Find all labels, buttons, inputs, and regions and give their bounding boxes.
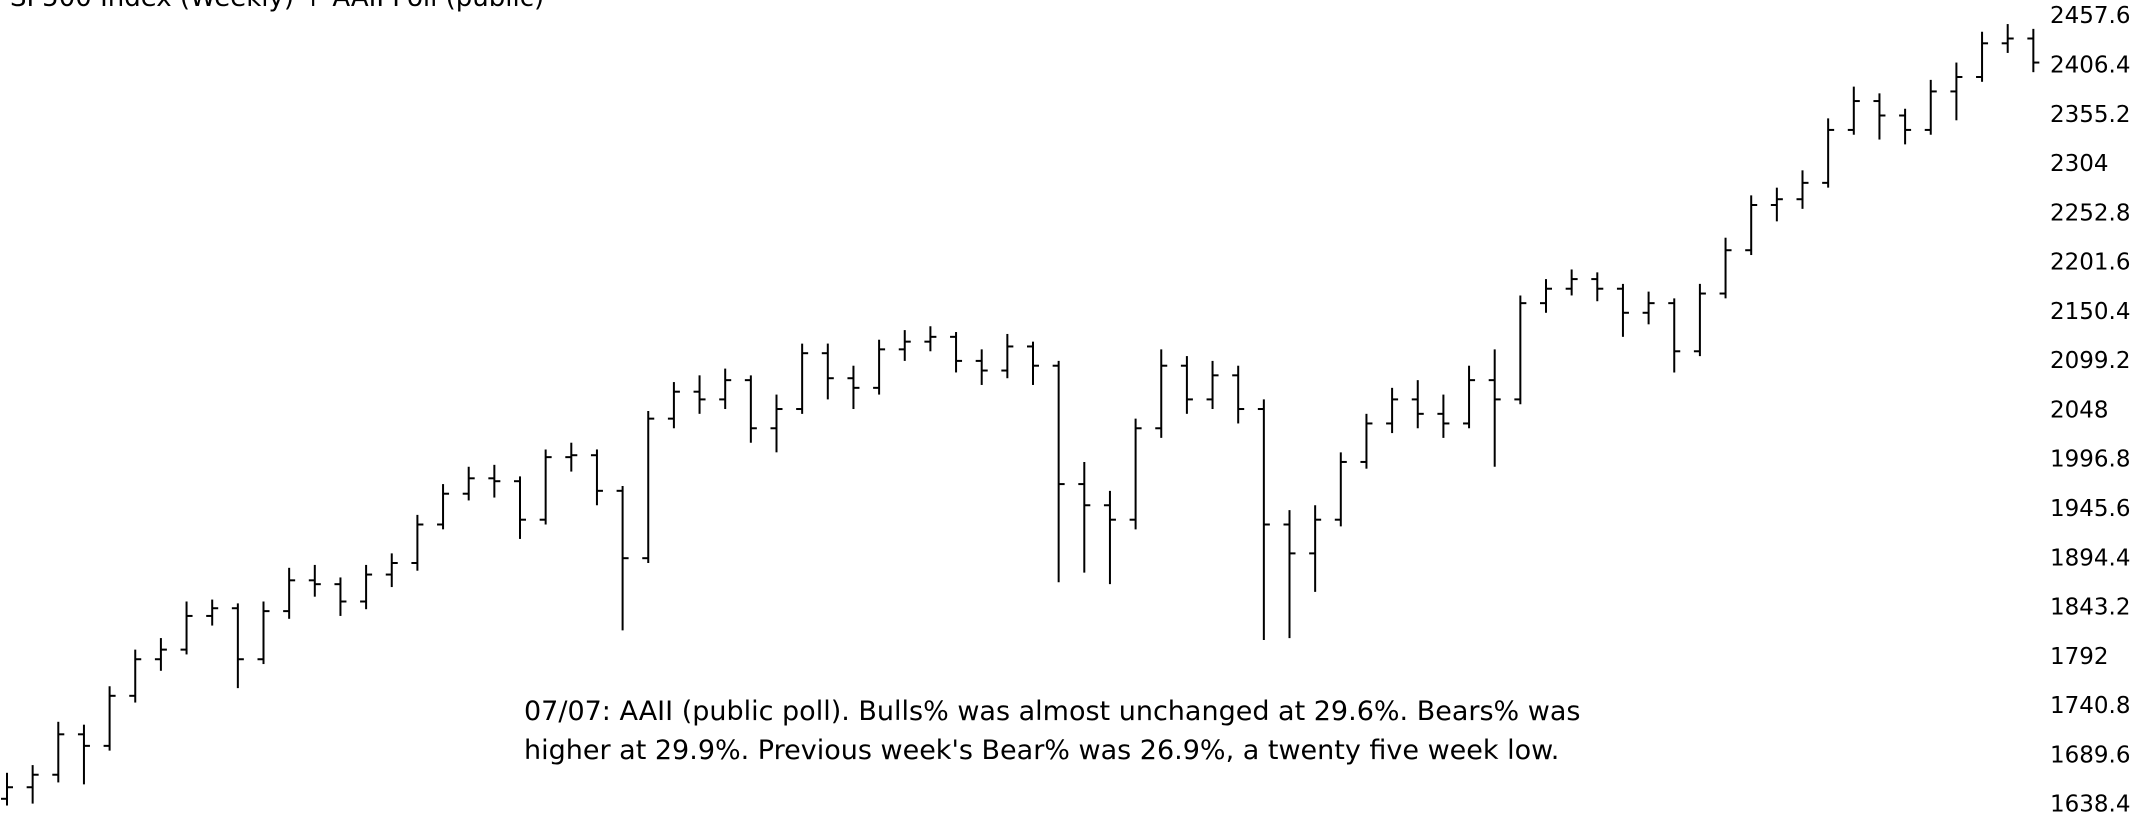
y-tick-label: 1843.2 bbox=[2050, 595, 2130, 621]
chart-title: SP500 Index (Weekly) + AAII Poll (public… bbox=[10, 0, 544, 13]
y-tick-label: 1638.4 bbox=[2050, 792, 2130, 818]
y-tick-label: 2457.6 bbox=[2050, 3, 2130, 29]
y-tick-label: 1945.6 bbox=[2050, 496, 2130, 522]
y-tick-label: 2048 bbox=[2050, 397, 2109, 423]
y-tick-label: 1689.6 bbox=[2050, 742, 2130, 768]
y-tick-label: 1740.8 bbox=[2050, 693, 2130, 719]
y-tick-label: 1894.4 bbox=[2050, 545, 2130, 571]
y-tick-label: 2355.2 bbox=[2050, 102, 2130, 128]
y-tick-label: 2406.4 bbox=[2050, 53, 2130, 79]
annotation: higher at 29.9%. Previous week's Bear% w… bbox=[524, 735, 1559, 766]
y-tick-label: 2150.4 bbox=[2050, 299, 2130, 325]
y-tick-label: 2099.2 bbox=[2050, 348, 2130, 374]
y-tick-label: 1996.8 bbox=[2050, 447, 2130, 473]
y-tick-label: 2201.6 bbox=[2050, 250, 2130, 276]
y-tick-label: 2252.8 bbox=[2050, 200, 2130, 226]
annotation: 07/07: AAII (public poll). Bulls% was al… bbox=[524, 696, 1580, 727]
y-tick-label: 1792 bbox=[2050, 644, 2109, 670]
y-tick-label: 2304 bbox=[2050, 151, 2109, 177]
